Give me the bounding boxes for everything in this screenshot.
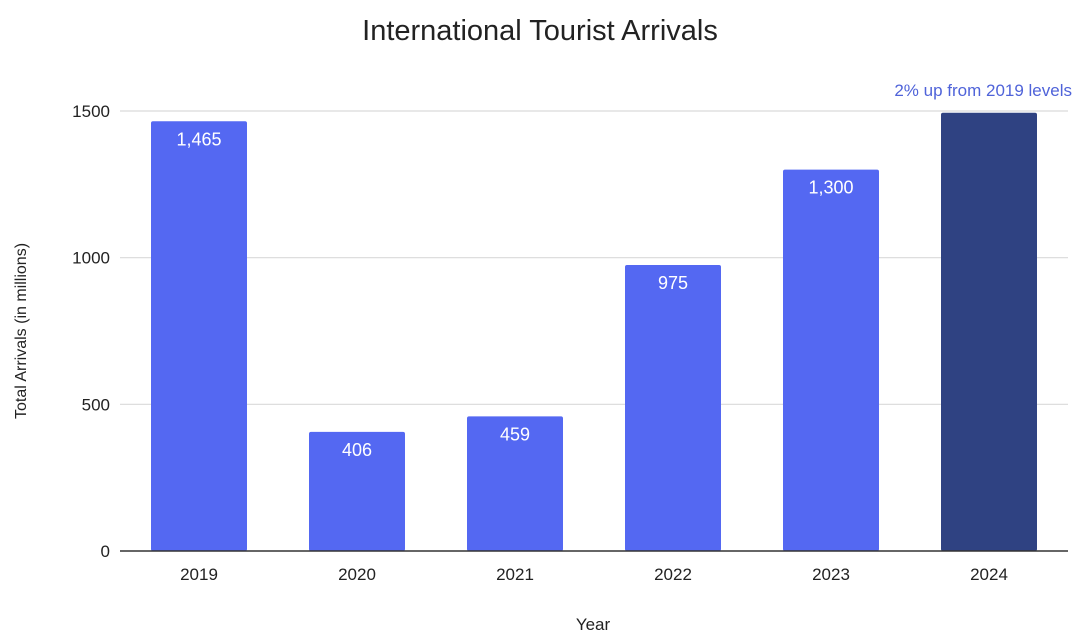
- y-axis-ticks: 0 500 1000 1500: [72, 102, 110, 561]
- y-axis-label: Total Arrivals (in millions): [13, 243, 30, 419]
- x-tick-label-2020: 2020: [338, 565, 376, 584]
- bars: [151, 112, 1037, 552]
- data-label-2021: 459: [500, 424, 530, 444]
- bar-2022: [625, 265, 721, 551]
- gridlines: [120, 110, 1068, 405]
- bar-2020: [309, 431, 405, 551]
- bar-2023: [783, 169, 879, 551]
- x-tick-label-2024: 2024: [970, 565, 1008, 584]
- y-tick-label-500: 500: [82, 395, 110, 414]
- data-label-2022: 975: [658, 273, 688, 293]
- x-axis-label: Year: [576, 615, 611, 633]
- data-label-2020: 406: [342, 440, 372, 460]
- chart-title: International Tourist Arrivals: [362, 15, 718, 47]
- y-tick-label-1000: 1000: [72, 249, 110, 268]
- x-tick-label-2023: 2023: [812, 565, 850, 584]
- x-tick-label-2022: 2022: [654, 565, 692, 584]
- data-label-2019: 1,465: [176, 129, 221, 149]
- y-tick-label-0: 0: [101, 542, 110, 561]
- x-tick-label-2021: 2021: [496, 565, 534, 584]
- y-tick-label-1500: 1500: [72, 102, 110, 121]
- bar-data-labels: 1,465 406 459 975 1,300: [176, 129, 853, 460]
- annotation-2024: 2% up from 2019 levels: [894, 81, 1072, 100]
- x-axis-ticks: 2019 2020 2021 2022 2023 2024: [180, 565, 1008, 584]
- bar-2019: [151, 121, 247, 552]
- data-label-2023: 1,300: [808, 178, 853, 198]
- bar-2021: [467, 416, 563, 551]
- bar-2024: [941, 112, 1037, 551]
- x-tick-label-2019: 2019: [180, 565, 218, 584]
